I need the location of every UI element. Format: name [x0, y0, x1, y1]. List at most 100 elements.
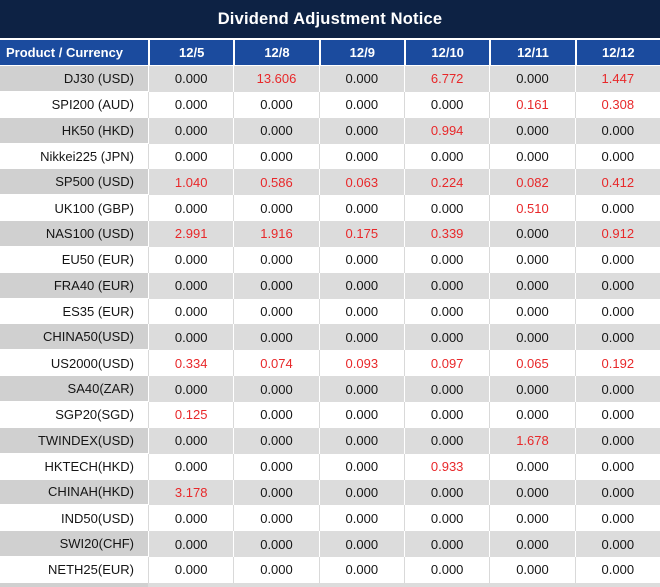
- value-cell: 0.000: [318, 66, 404, 92]
- value-cell: 0.000: [489, 505, 574, 532]
- value-cell: 0.000: [318, 143, 404, 170]
- value-cell: 0.192: [574, 350, 660, 377]
- table-row: SWI20(CHF) 0.000 0.000 0.000 0.000 0.000 0.000: [0, 531, 660, 558]
- page-title: Dividend Adjustment Notice: [0, 0, 660, 40]
- product-cell: FRA40 (EUR): [0, 272, 148, 299]
- value-cell: 0.000: [574, 246, 660, 273]
- value-cell: 0.000: [489, 221, 574, 247]
- value-cell: 0.000: [489, 117, 574, 144]
- value-cell: 0.000: [148, 298, 233, 325]
- value-cell: 0.000: [574, 324, 660, 351]
- value-cell: 0.000: [574, 479, 660, 506]
- value-cell: 0.000: [318, 453, 404, 480]
- value-cell: 0.000: [574, 505, 660, 532]
- table-row: TWINDEX(USD) 0.000 0.000 0.000 0.000 1.678 0.0…: [0, 427, 660, 454]
- value-cell: 0.000: [489, 479, 574, 506]
- product-cell: HK50 (HKD): [0, 117, 148, 144]
- value-cell: 0.082: [489, 169, 574, 196]
- product-cell: NETH25(EUR): [48, 562, 134, 578]
- value-cell: 1.916: [233, 221, 318, 247]
- value-cell: 0.000: [233, 401, 318, 428]
- value-cell: 0.000: [148, 453, 233, 480]
- value-cell: 0.000: [233, 143, 318, 170]
- value-cell: 0.000: [233, 246, 318, 273]
- value-cell: 0.000: [403, 427, 489, 454]
- product-cell: SWI20(CHF): [0, 531, 148, 558]
- value-cell: 0.000: [318, 531, 404, 558]
- value-cell: 0.000: [403, 143, 489, 170]
- value-cell: 0.000: [148, 91, 233, 118]
- table-row: EU50 (EUR) 0.000 0.000 0.000 0.000 0.000 0.000: [0, 246, 660, 273]
- table-row: US2000(USD) 0.334 0.074 0.093 0.097 0.065 0.19…: [0, 350, 660, 377]
- product-cell: Nikkei225 (JPN): [40, 148, 134, 164]
- value-cell: 0.000: [403, 401, 489, 428]
- value-cell: 0.063: [318, 169, 404, 196]
- table-row: SGP20(SGD) 0.125 0.000 0.000 0.000 0.000 0.000: [0, 401, 660, 428]
- value-cell: 0.000: [148, 195, 233, 222]
- value-cell: 0.000: [403, 557, 489, 583]
- column-header-date: 12/8: [233, 40, 318, 65]
- value-cell: 0.000: [233, 117, 318, 144]
- value-cell: 0.000: [233, 376, 318, 402]
- value-cell: 0.000: [233, 91, 318, 118]
- product-cell: SP500 (USD): [0, 169, 148, 196]
- value-cell: 0.000: [233, 557, 318, 583]
- table-row: CHINAH(HKD) 3.178 0.000 0.000 0.000 0.000 0.00…: [0, 479, 660, 506]
- table-row: SA40(ZAR) 0.000 0.000 0.000 0.000 0.000 0.000: [0, 376, 660, 402]
- table-row: Nikkei225 (JPN) 0.000 0.000 0.000 0.000 0.000…: [0, 143, 660, 170]
- value-cell: 0.000: [403, 91, 489, 118]
- value-cell: 0.000: [233, 505, 318, 532]
- value-cell: 0.000: [489, 298, 574, 325]
- table-header-row: Product / Currency 12/5 12/8 12/9 12/10 12/1…: [0, 40, 660, 66]
- product-cell: DJ30 (USD): [0, 66, 148, 92]
- value-cell: 0.000: [403, 479, 489, 506]
- value-cell: 0.000: [574, 557, 660, 583]
- value-cell: 0.000: [233, 479, 318, 506]
- value-cell: 0.000: [574, 298, 660, 325]
- value-cell: 0.000: [318, 272, 404, 299]
- value-cell: 0.000: [233, 298, 318, 325]
- value-cell: 0.000: [148, 272, 233, 299]
- value-cell: 0.000: [489, 66, 574, 92]
- value-cell: 0.161: [489, 91, 574, 118]
- product-cell: IND50(USD): [61, 510, 134, 526]
- table-row: SP500 (USD) 1.040 0.586 0.063 0.224 0.082 0.41…: [0, 169, 660, 196]
- value-cell: 0.000: [148, 143, 233, 170]
- product-cell: ES35 (EUR): [62, 304, 134, 320]
- value-cell: 0.093: [318, 350, 404, 377]
- value-cell: 3.178: [148, 479, 233, 506]
- table-row: HKTECH(HKD) 0.000 0.000 0.000 0.933 0.000 0.00…: [0, 453, 660, 480]
- table-row: UK100 (GBP) 0.000 0.000 0.000 0.000 0.510 0.00…: [0, 195, 660, 222]
- bottom-row-sliver-label: [0, 582, 148, 587]
- value-cell: 0.994: [403, 117, 489, 144]
- product-cell: CHINA50(USD): [0, 324, 148, 351]
- value-cell: 0.000: [574, 117, 660, 144]
- value-cell: 0.000: [318, 246, 404, 273]
- value-cell: 0.000: [318, 401, 404, 428]
- column-header-product: Product / Currency: [6, 45, 124, 60]
- value-cell: 0.000: [318, 298, 404, 325]
- value-cell: 0.000: [148, 505, 233, 532]
- value-cell: 0.065: [489, 350, 574, 377]
- value-cell: 0.000: [233, 453, 318, 480]
- value-cell: 0.000: [318, 557, 404, 583]
- column-header-date: 12/12: [574, 40, 660, 65]
- value-cell: 0.000: [489, 531, 574, 558]
- value-cell: 0.000: [403, 324, 489, 351]
- table-row: DJ30 (USD) 0.000 13.606 0.000 6.772 0.000 1.44…: [0, 66, 660, 92]
- value-cell: 0.000: [574, 272, 660, 299]
- value-cell: 0.000: [233, 324, 318, 351]
- product-cell: SA40(ZAR): [0, 376, 148, 402]
- value-cell: 6.772: [403, 66, 489, 92]
- value-cell: 0.000: [403, 195, 489, 222]
- table-row: ES35 (EUR) 0.000 0.000 0.000 0.000 0.000 0.000: [0, 298, 660, 325]
- value-cell: 0.000: [233, 272, 318, 299]
- column-header-date: 12/10: [403, 40, 489, 65]
- value-cell: 1.678: [489, 427, 574, 454]
- value-cell: 0.000: [233, 531, 318, 558]
- value-cell: 0.125: [148, 401, 233, 428]
- value-cell: 0.000: [574, 376, 660, 402]
- value-cell: 0.000: [574, 531, 660, 558]
- value-cell: 0.000: [318, 376, 404, 402]
